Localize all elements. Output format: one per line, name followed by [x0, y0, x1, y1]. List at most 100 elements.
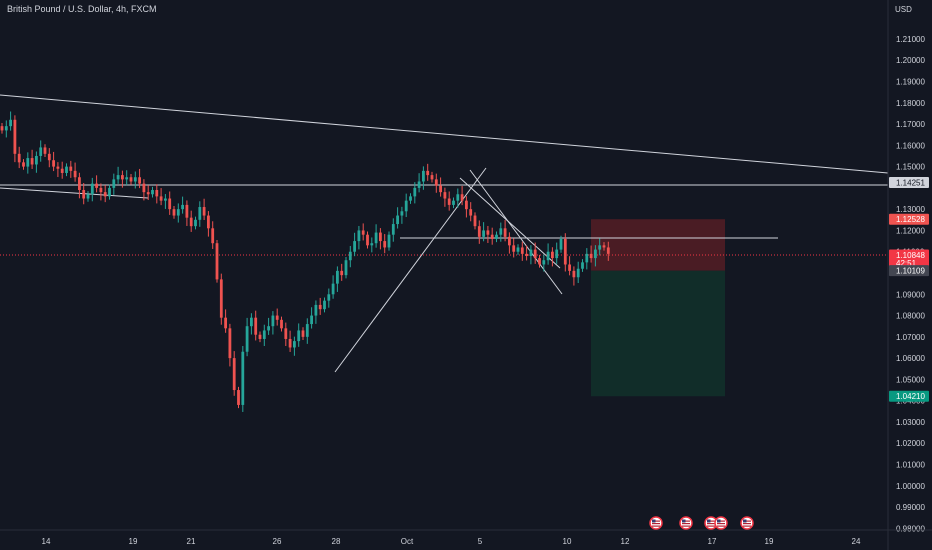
candle-body — [26, 158, 30, 167]
candle-body — [78, 177, 81, 191]
candle-body — [546, 251, 550, 261]
time-tick-label: 17 — [708, 537, 717, 546]
candle-body — [348, 251, 352, 261]
time-tick-label: 5 — [478, 537, 483, 546]
candle-body — [254, 317, 258, 335]
chart-title: British Pound / U.S. Dollar, 4h, FXCM — [7, 4, 157, 14]
candle-body — [314, 304, 318, 316]
candle-body — [409, 196, 412, 201]
candle-body — [387, 234, 391, 248]
candle-body — [563, 238, 567, 265]
candle-body — [207, 215, 210, 229]
time-tick-label: 12 — [621, 537, 630, 546]
price-tag-neutral[interactable]: 1.14251 — [889, 177, 929, 189]
price-tick-label: 1.01000 — [896, 461, 925, 470]
price-tag-target[interactable]: 1.04210 — [889, 390, 929, 402]
candle-body — [486, 230, 490, 235]
flag-stripe — [707, 523, 715, 525]
flag-stripe — [717, 523, 725, 525]
us-flag-2-icon[interactable] — [679, 516, 693, 530]
take-profit-zone[interactable] — [591, 270, 725, 397]
candle-body — [482, 230, 485, 237]
flag-canton — [717, 519, 721, 523]
candle-body — [323, 300, 326, 310]
candle-body — [495, 234, 498, 239]
candle-body — [490, 234, 494, 239]
price-tag-entry[interactable]: 1.10109 — [889, 265, 929, 277]
price-tick-label: 1.13000 — [896, 205, 925, 214]
candle-body — [121, 175, 124, 180]
candle-body — [232, 358, 236, 391]
long-downtrend-line[interactable] — [0, 94, 888, 174]
candle-body — [551, 251, 554, 259]
candle-body — [258, 334, 262, 339]
candle-body — [477, 226, 481, 237]
candle-body — [202, 207, 206, 216]
falling-channel-lower-line[interactable] — [459, 177, 561, 269]
us-flag-4-icon[interactable] — [714, 516, 728, 530]
bar-countdown: 42:51 — [896, 259, 917, 268]
candle-body — [116, 175, 120, 180]
time-axis[interactable]: 14 19 21 26 28 Oct 5 10 12 17 19 24 — [0, 529, 932, 546]
candle-body — [568, 264, 571, 271]
candle-body — [525, 253, 528, 256]
candle-body — [0, 126, 4, 131]
flag-stripe — [682, 523, 690, 525]
us-flag-5-icon[interactable] — [740, 516, 754, 530]
stop-loss-zone[interactable] — [591, 219, 725, 271]
candle-body — [108, 187, 111, 197]
candle-body — [301, 330, 305, 337]
candle-body — [275, 315, 279, 320]
candle-body — [172, 209, 176, 216]
rising-channel-line[interactable] — [334, 167, 487, 373]
us-flag-3-icon[interactable] — [704, 516, 718, 530]
price-tag-background — [889, 249, 929, 269]
candle-body — [305, 324, 309, 337]
flag-stripe — [652, 525, 660, 527]
price-tag-stop[interactable]: 1.12528 — [889, 213, 929, 225]
candle-body — [65, 166, 68, 173]
candle-body — [271, 315, 275, 327]
candle-body — [228, 328, 232, 359]
candle-body — [503, 228, 507, 237]
price-tick-label: 1.12000 — [896, 226, 925, 235]
price-tick-label: 1.02000 — [896, 439, 925, 448]
candle-body — [17, 153, 21, 163]
candle-body — [138, 177, 141, 184]
candle-body — [297, 330, 301, 342]
candle-body — [606, 247, 610, 254]
time-tick-label: Oct — [401, 537, 414, 546]
candle-body — [413, 187, 417, 197]
time-tick-label: 14 — [42, 537, 51, 546]
flag-stripe — [717, 520, 725, 522]
price-tag-label: 1.10109 — [896, 267, 925, 276]
candle-body — [542, 260, 546, 265]
time-tick-label: 26 — [273, 537, 282, 546]
flag-stripe — [682, 525, 690, 527]
candle-body — [181, 204, 184, 210]
candle-body — [164, 198, 167, 201]
price-tag-label: 1.04210 — [896, 392, 925, 401]
candle-body — [318, 304, 322, 310]
price-tick-label: 1.08000 — [896, 312, 925, 321]
candle-body — [456, 194, 460, 201]
candle-body — [22, 162, 25, 167]
candle-body — [370, 243, 374, 246]
candle-body — [185, 204, 189, 218]
candle-body — [344, 260, 348, 276]
candle-body — [538, 258, 541, 265]
candle-body — [353, 241, 356, 252]
candle-body — [284, 328, 288, 339]
us-flag-1-icon[interactable] — [649, 516, 663, 530]
candle-body — [198, 207, 202, 220]
left-trend-line[interactable] — [0, 187, 149, 199]
time-tick-label: 24 — [852, 537, 861, 546]
price-tick-label: 1.00000 — [896, 482, 925, 491]
flag-canton — [707, 519, 711, 523]
falling-channel-upper-line[interactable] — [469, 169, 563, 295]
candle-body — [598, 245, 602, 250]
candle-body — [465, 200, 468, 210]
price-tag-label: 1.14251 — [896, 179, 925, 188]
